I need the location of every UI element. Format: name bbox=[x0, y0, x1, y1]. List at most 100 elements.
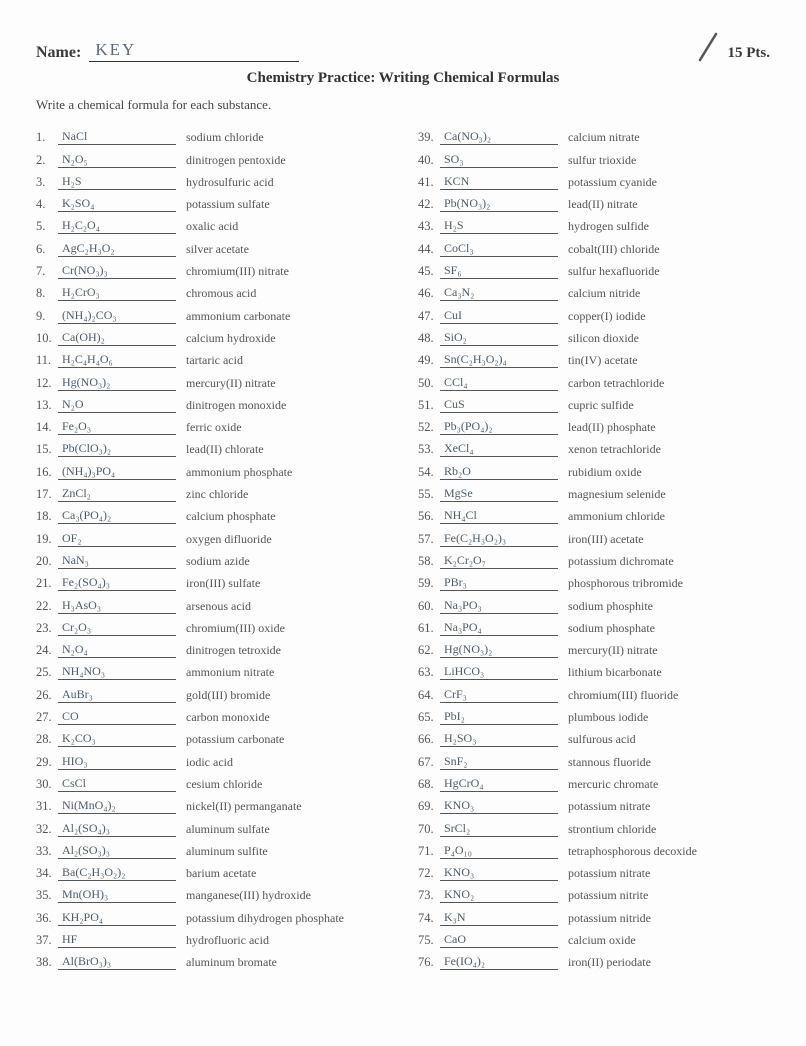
row-number: 38. bbox=[36, 955, 58, 970]
row-number: 18. bbox=[36, 509, 58, 524]
compound-name: sodium azide bbox=[176, 554, 250, 569]
answer-formula: Hg(NO₃)₂ bbox=[58, 375, 176, 391]
answer-formula: H₂CrO₃ bbox=[58, 285, 176, 301]
worksheet-row: 45.SF₆sulfur hexafluoride bbox=[418, 257, 770, 279]
answer-formula: Al₂(SO₄)₃ bbox=[58, 821, 176, 837]
worksheet-row: 65.PbI₂plumbous iodide bbox=[418, 703, 770, 725]
compound-name: tin(IV) acetate bbox=[558, 353, 638, 368]
answer-formula: Fe₂(SO₄)₃ bbox=[58, 575, 176, 591]
row-number: 11. bbox=[36, 353, 58, 368]
row-number: 50. bbox=[418, 376, 440, 391]
row-number: 22. bbox=[36, 599, 58, 614]
answer-formula: KNO₃ bbox=[440, 798, 558, 814]
row-number: 45. bbox=[418, 264, 440, 279]
answer-formula: CaO bbox=[440, 932, 558, 948]
answer-formula: Ni(MnO₄)₂ bbox=[58, 798, 176, 814]
answer-formula: Ca(NO₃)₂ bbox=[440, 129, 558, 145]
compound-name: copper(I) iodide bbox=[558, 309, 646, 324]
answer-formula: H₂C₂O₄ bbox=[58, 218, 176, 234]
compound-name: potassium dihydrogen phosphate bbox=[176, 911, 344, 926]
answer-formula: Pb(ClO₃)₂ bbox=[58, 441, 176, 457]
answer-formula: P₄O₁₀ bbox=[440, 843, 558, 859]
compound-name: cupric sulfide bbox=[558, 398, 634, 413]
compound-name: oxygen difluoride bbox=[176, 532, 272, 547]
column-left: 1.NaClsodium chloride2.N₂O₅dinitrogen pe… bbox=[36, 123, 388, 970]
answer-formula: NH₄NO₃ bbox=[58, 664, 176, 680]
compound-name: potassium nitrite bbox=[558, 888, 648, 903]
compound-name: lead(II) chlorate bbox=[176, 442, 264, 457]
row-number: 75. bbox=[418, 933, 440, 948]
row-number: 30. bbox=[36, 777, 58, 792]
worksheet-row: 36.KH₂PO₄potassium dihydrogen phosphate bbox=[36, 903, 388, 925]
worksheet-row: 54.Rb₂Orubidium oxide bbox=[418, 457, 770, 479]
worksheet-row: 4.K₂SO₄potassium sulfate bbox=[36, 190, 388, 212]
compound-name: sodium phosphate bbox=[558, 621, 655, 636]
compound-name: sodium chloride bbox=[176, 130, 264, 145]
row-number: 5. bbox=[36, 219, 58, 234]
row-number: 13. bbox=[36, 398, 58, 413]
answer-formula: H₂S bbox=[58, 174, 176, 190]
compound-name: ammonium chloride bbox=[558, 509, 665, 524]
answer-formula: PBr₃ bbox=[440, 575, 558, 591]
worksheet-row: 12.Hg(NO₃)₂mercury(II) nitrate bbox=[36, 368, 388, 390]
answer-formula: Ca(OH)₂ bbox=[58, 330, 176, 346]
compound-name: aluminum sulfite bbox=[176, 844, 268, 859]
compound-name: sulfur hexafluoride bbox=[558, 264, 660, 279]
answer-formula: Ca₃N₂ bbox=[440, 285, 558, 301]
compound-name: plumbous iodide bbox=[558, 710, 648, 725]
compound-name: lead(II) phosphate bbox=[558, 420, 656, 435]
compound-name: sulfur trioxide bbox=[558, 153, 636, 168]
row-number: 69. bbox=[418, 799, 440, 814]
worksheet-row: 69.KNO₃potassium nitrate bbox=[418, 792, 770, 814]
answer-formula: H₂SO₃ bbox=[440, 731, 558, 747]
row-number: 63. bbox=[418, 665, 440, 680]
worksheet-columns: 1.NaClsodium chloride2.N₂O₅dinitrogen pe… bbox=[36, 123, 770, 970]
answer-formula: SrCl₂ bbox=[440, 821, 558, 837]
worksheet-row: 76.Fe(IO₄)₂iron(II) periodate bbox=[418, 948, 770, 970]
worksheet-row: 40.SO₃sulfur trioxide bbox=[418, 145, 770, 167]
answer-formula: CoCl₃ bbox=[440, 241, 558, 257]
row-number: 4. bbox=[36, 197, 58, 212]
answer-formula: Fe(IO₄)₂ bbox=[440, 954, 558, 970]
worksheet-row: 64.CrF₃chromium(III) fluoride bbox=[418, 680, 770, 702]
row-number: 66. bbox=[418, 732, 440, 747]
row-number: 10. bbox=[36, 331, 58, 346]
row-number: 40. bbox=[418, 153, 440, 168]
worksheet-row: 58.K₂Cr₂O₇potassium dichromate bbox=[418, 547, 770, 569]
compound-name: chromium(III) oxide bbox=[176, 621, 285, 636]
compound-name: aluminum bromate bbox=[176, 955, 277, 970]
answer-formula: CCl₄ bbox=[440, 375, 558, 391]
row-number: 23. bbox=[36, 621, 58, 636]
answer-formula: CO bbox=[58, 709, 176, 725]
worksheet-row: 66.H₂SO₃sulfurous acid bbox=[418, 725, 770, 747]
worksheet-row: 15.Pb(ClO₃)₂lead(II) chlorate bbox=[36, 435, 388, 457]
compound-name: carbon monoxide bbox=[176, 710, 270, 725]
compound-name: xenon tetrachloride bbox=[558, 442, 661, 457]
answer-formula: Al₂(SO₃)₃ bbox=[58, 843, 176, 859]
worksheet-row: 18.Ca₃(PO₄)₂calcium phosphate bbox=[36, 502, 388, 524]
row-number: 31. bbox=[36, 799, 58, 814]
answer-formula: K₂SO₄ bbox=[58, 196, 176, 212]
row-number: 34. bbox=[36, 866, 58, 881]
answer-formula: Ba(C₂H₃O₂)₂ bbox=[58, 865, 176, 881]
compound-name: cesium chloride bbox=[176, 777, 262, 792]
worksheet-row: 35.Mn(OH)₃manganese(III) hydroxide bbox=[36, 881, 388, 903]
row-number: 58. bbox=[418, 554, 440, 569]
answer-formula: ZnCl₂ bbox=[58, 486, 176, 502]
compound-name: rubidium oxide bbox=[558, 465, 642, 480]
row-number: 44. bbox=[418, 242, 440, 257]
compound-name: phosphorous tribromide bbox=[558, 576, 683, 591]
worksheet-row: 13.N₂Odinitrogen monoxide bbox=[36, 391, 388, 413]
worksheet-row: 71.P₄O₁₀tetraphosphorous decoxide bbox=[418, 837, 770, 859]
row-number: 48. bbox=[418, 331, 440, 346]
compound-name: potassium nitrate bbox=[558, 799, 650, 814]
worksheet-row: 72.KNO₃potassium nitrate bbox=[418, 859, 770, 881]
row-number: 47. bbox=[418, 309, 440, 324]
compound-name: calcium nitrate bbox=[558, 130, 640, 145]
compound-name: potassium dichromate bbox=[558, 554, 674, 569]
row-number: 26. bbox=[36, 688, 58, 703]
row-number: 49. bbox=[418, 353, 440, 368]
answer-formula: Fe₂O₃ bbox=[58, 419, 176, 435]
row-number: 51. bbox=[418, 398, 440, 413]
worksheet-row: 46.Ca₃N₂calcium nitride bbox=[418, 279, 770, 301]
